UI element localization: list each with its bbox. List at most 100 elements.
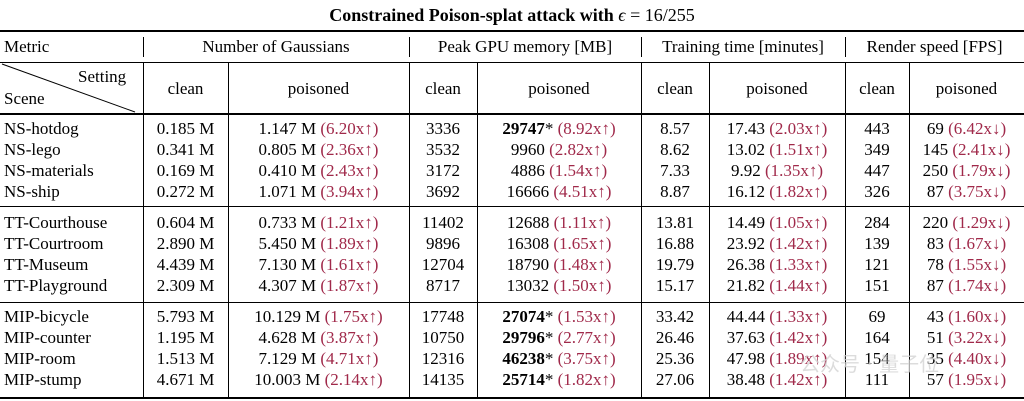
- scene-name: MIP-room: [4, 349, 76, 368]
- poisoned-value: 17.43 (2.03x↑): [709, 119, 845, 139]
- header-bottom-rule: [0, 113, 1024, 115]
- ratio-change: (1.95x↓): [948, 370, 1007, 389]
- poisoned-value: 250 (1.79x↓): [909, 161, 1024, 181]
- poisoned-number: 4.307 M: [258, 276, 317, 295]
- poisoned-number: 220: [922, 213, 949, 232]
- ratio-change: (3.75x↑): [557, 349, 616, 368]
- ratio-change: (2.14x↑): [324, 370, 383, 389]
- scene-name: NS-materials: [4, 161, 94, 180]
- clean-value: 154: [864, 349, 890, 368]
- clean-value: 17748: [421, 307, 465, 326]
- poisoned-value: 220 (1.29x↓): [909, 213, 1024, 233]
- bottom-rule: [0, 397, 1024, 399]
- significance-star: *: [544, 349, 554, 368]
- group-rule-2: [0, 302, 1024, 303]
- poisoned-value: 4.628 M (3.87x↑): [228, 328, 409, 348]
- poisoned-value: 38.48 (1.42x↑): [709, 370, 845, 390]
- poisoned-number: 1.071 M: [258, 182, 317, 201]
- clean-value: 8717: [426, 276, 460, 295]
- poisoned-number: 29796: [502, 328, 545, 347]
- poisoned-value: 78 (1.55x↓): [909, 255, 1024, 275]
- clean-value: 284: [864, 213, 890, 232]
- poisoned-value: 35 (4.40x↓): [909, 349, 1024, 369]
- group-rule-1: [0, 206, 1024, 207]
- vrule: [641, 37, 642, 57]
- poisoned-number: 250: [922, 161, 949, 180]
- poisoned-number: 46238: [502, 349, 545, 368]
- scene-name: MIP-counter: [4, 328, 91, 347]
- ratio-change: (1.42x↑): [769, 328, 828, 347]
- significance-star: *: [544, 370, 554, 389]
- ratio-change: (3.75x↓): [948, 182, 1007, 201]
- ratio-change: (1.21x↑): [320, 213, 379, 232]
- poisoned-number: 9960: [510, 140, 545, 159]
- poisoned-number: 1.147 M: [258, 119, 317, 138]
- poisoned-value: 0.410 M (2.43x↑): [228, 161, 409, 181]
- clean-value: 27.06: [655, 370, 695, 389]
- clean-value: 121: [864, 255, 890, 274]
- poisoned-value: 87 (1.74x↓): [909, 276, 1024, 296]
- subheader-clean: clean: [425, 79, 461, 98]
- clean-value: 26.46: [655, 328, 695, 347]
- poisoned-value: 43 (1.60x↓): [909, 307, 1024, 327]
- poisoned-number: 7.129 M: [258, 349, 317, 368]
- clean-value: 4.671 M: [156, 370, 215, 389]
- poisoned-value: 25714* (1.82x↑): [477, 370, 641, 390]
- poisoned-number: 0.805 M: [258, 140, 317, 159]
- significance-star: *: [544, 119, 554, 138]
- ratio-change: (3.94x↑): [320, 182, 379, 201]
- poisoned-value: 23.92 (1.42x↑): [709, 234, 845, 254]
- ratio-change: (1.54x↑): [549, 161, 608, 180]
- clean-value: 8.87: [660, 182, 690, 201]
- poisoned-number: 5.450 M: [258, 234, 317, 253]
- poisoned-value: 37.63 (1.42x↑): [709, 328, 845, 348]
- subheader-clean: clean: [859, 79, 895, 98]
- group-training-time: Training time [minutes]: [662, 37, 824, 56]
- poisoned-value: 7.130 M (1.61x↑): [228, 255, 409, 275]
- poisoned-number: 12688: [506, 213, 550, 232]
- poisoned-value: 51 (3.22x↓): [909, 328, 1024, 348]
- poisoned-number: 18790: [506, 255, 550, 274]
- poisoned-number: 17.43: [726, 119, 765, 138]
- ratio-change: (8.92x↑): [557, 119, 616, 138]
- poisoned-value: 21.82 (1.44x↑): [709, 276, 845, 296]
- poisoned-number: 10.129 M: [254, 307, 321, 326]
- poisoned-value: 13032 (1.50x↑): [477, 276, 641, 296]
- clean-value: 10750: [421, 328, 465, 347]
- clean-value: 349: [864, 140, 890, 159]
- poisoned-value: 9960 (2.82x↑): [477, 140, 641, 160]
- ratio-change: (1.89x↑): [769, 349, 828, 368]
- poisoned-value: 16666 (4.51x↑): [477, 182, 641, 202]
- poisoned-number: 16.12: [726, 182, 765, 201]
- poisoned-value: 13.02 (1.51x↑): [709, 140, 845, 160]
- poisoned-number: 145: [922, 140, 949, 159]
- poisoned-value: 16308 (1.65x↑): [477, 234, 641, 254]
- clean-value: 12704: [421, 255, 465, 274]
- poisoned-value: 44.44 (1.33x↑): [709, 307, 845, 327]
- clean-value: 5.793 M: [156, 307, 215, 326]
- poisoned-number: 38.48: [726, 370, 765, 389]
- table-title: Constrained Poison-splat attack with ϵ =…: [329, 5, 695, 25]
- ratio-change: (1.75x↑): [324, 307, 383, 326]
- setting-label: Setting: [78, 67, 127, 86]
- poisoned-number: 57: [926, 370, 944, 389]
- poisoned-value: 4.307 M (1.87x↑): [228, 276, 409, 296]
- poisoned-value: 46238* (3.75x↑): [477, 349, 641, 369]
- column-divider: [477, 63, 478, 397]
- significance-star: *: [544, 307, 554, 326]
- subheader-poisoned: poisoned: [287, 79, 350, 98]
- clean-value: 16.88: [655, 234, 695, 253]
- clean-value: 9896: [426, 234, 460, 253]
- ratio-change: (4.51x↑): [553, 182, 612, 201]
- clean-value: 33.42: [655, 307, 695, 326]
- clean-value: 447: [864, 161, 890, 180]
- poisoned-number: 4.628 M: [258, 328, 317, 347]
- clean-value: 69: [868, 307, 886, 326]
- poisoned-number: 51: [926, 328, 944, 347]
- scene-label: Scene: [4, 89, 45, 108]
- poisoned-value: 47.98 (1.89x↑): [709, 349, 845, 369]
- ratio-change: (1.51x↑): [769, 140, 828, 159]
- column-divider: [409, 63, 410, 397]
- clean-value: 3336: [426, 119, 460, 138]
- column-divider: [143, 63, 144, 397]
